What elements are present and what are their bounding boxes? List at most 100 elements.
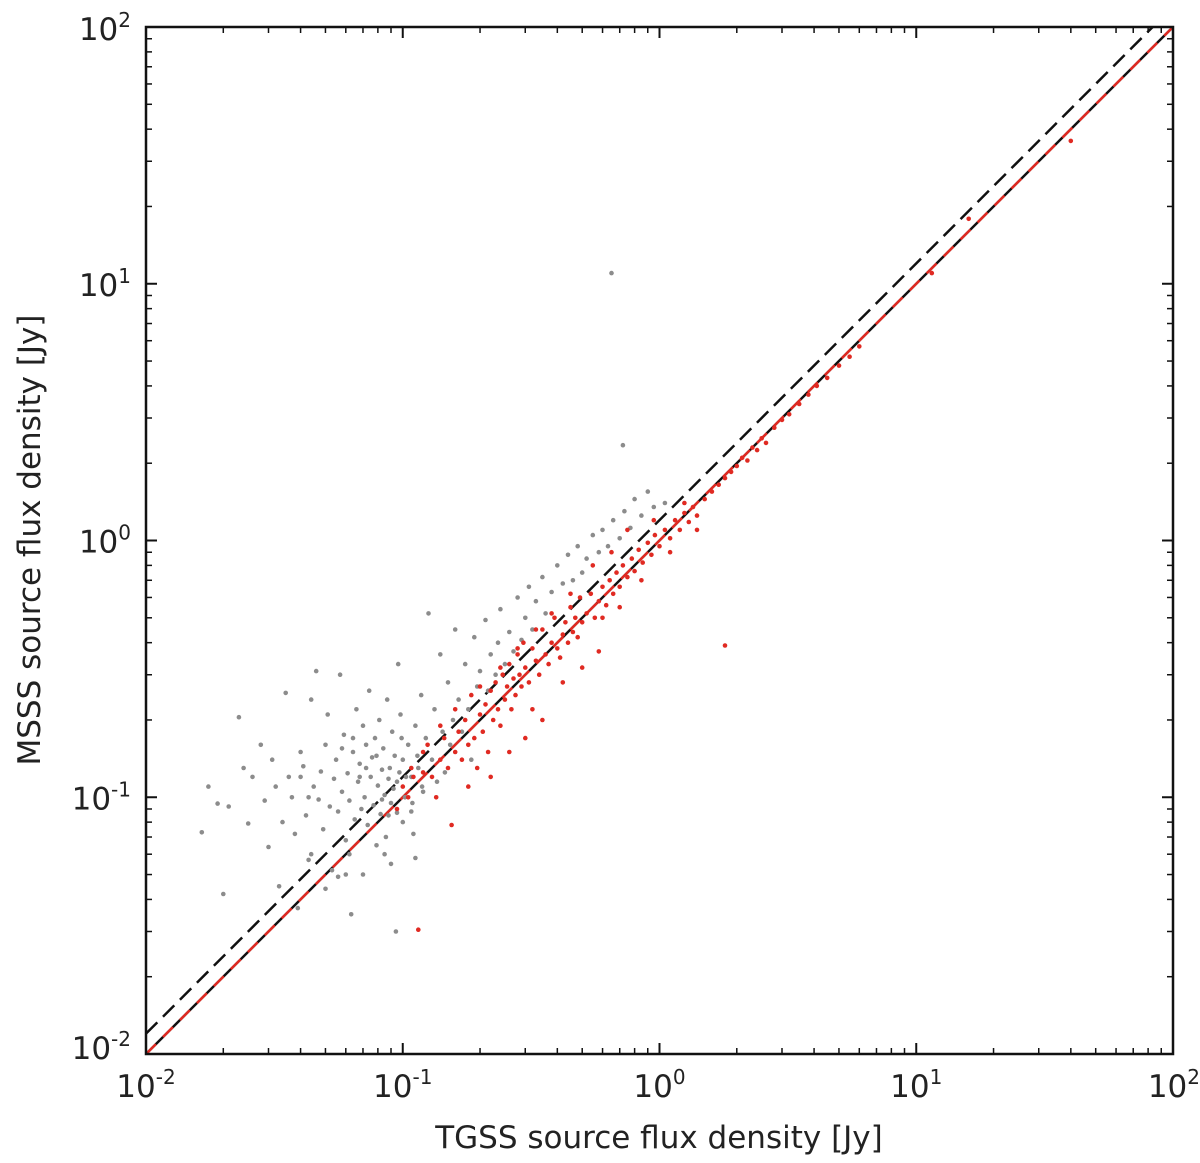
gray-data-point [335,809,341,814]
gray-data-point [250,774,255,780]
red-data-point [588,591,594,597]
gray-data-point [493,672,498,677]
gray-data-point [432,707,437,712]
gray-data-point [388,800,394,806]
gray-data-point [469,757,474,762]
gray-data-point [403,774,409,780]
x-tick-label: 101 [890,1065,942,1105]
gray-data-point [343,872,349,877]
red-data-point [563,620,568,625]
gray-data-point [363,742,369,748]
gray-data-point [347,851,352,857]
red-data-point [552,615,557,621]
gray-data-point [378,811,383,817]
red-data-point [682,510,687,516]
gray-data-point [483,617,488,623]
red-data-point [500,672,506,677]
gray-data-point [384,697,390,702]
gray-data-point [413,855,418,861]
gray-data-point [540,574,545,580]
red-data-point [603,602,609,608]
gray-data-point [323,886,328,892]
red-data-point [625,574,630,580]
red-data-point [694,513,700,518]
gray-data-point [472,634,477,640]
x-tick-label: 10-1 [373,1065,432,1105]
gray-data-point [273,784,279,789]
gray-data-point [651,504,657,510]
gray-data-point [329,867,335,873]
gray-data-point [266,844,271,850]
red-data-point [636,547,641,553]
red-data-point [607,578,612,583]
gray-data-point [411,831,416,837]
red-data-point [560,632,566,637]
gray-data-point [543,611,548,616]
x-tick-label: 10-2 [116,1065,175,1105]
gray-data-point [420,789,426,795]
gray-data-point [347,798,352,803]
red-data-point [477,684,483,689]
red-data-point [649,552,654,558]
red-data-point [824,375,830,381]
red-data-point [400,784,406,789]
gray-data-point [429,757,435,762]
gray-data-point [632,496,637,502]
gray-data-point [286,774,292,780]
gray-data-point [400,757,406,762]
red-data-point [592,615,598,621]
gray-data-point [393,929,399,934]
red-data-point [536,672,542,677]
red-data-point [438,723,443,728]
gray-data-point [459,729,465,734]
gray-data-point [502,661,508,667]
red-data-point [686,519,692,525]
gray-data-point [418,692,424,698]
red-data-point [754,447,760,453]
red-data-point [530,707,535,712]
y-tick-label: 100 [79,521,131,561]
red-data-point [667,536,673,541]
gray-data-point [365,822,371,828]
gray-data-point [495,640,501,645]
gray-data-point [215,801,220,806]
gray-data-point [416,765,421,771]
gray-data-point [645,489,651,494]
red-data-point [745,458,750,463]
red-data-point [772,425,777,431]
gray-data-point [206,784,211,789]
red-data-point [416,927,421,932]
red-data-point [610,591,616,597]
gray-data-point [610,517,616,523]
red-data-point [617,604,622,610]
gray-data-point [345,771,350,776]
red-data-point [590,563,596,568]
gray-data-point [391,786,396,791]
x-tick-label: 100 [633,1065,685,1105]
gray-data-point [405,742,411,748]
red-data-point [579,665,585,670]
red-data-point [543,652,548,657]
red-data-point [722,643,728,648]
gray-data-point [374,753,379,759]
red-data-point [620,563,626,568]
red-data-point [526,680,532,685]
gray-data-point [363,765,369,771]
red-data-point [459,757,465,762]
gray-data-point [221,891,226,897]
gray-data-point [226,804,231,809]
gray-data-point [410,800,415,806]
gray-data-point [400,819,406,825]
gray-data-point [409,809,414,814]
plot-frame [144,25,1175,1056]
gray-data-point [368,774,374,780]
red-data-point [456,729,461,734]
red-data-point [672,517,678,523]
gray-data-point [359,806,364,812]
gray-data-point [388,861,394,867]
gray-data-point [398,712,403,717]
gray-data-point [352,817,358,822]
gray-data-point [371,803,376,808]
red-data-point [425,742,430,748]
red-data-point [394,806,400,812]
